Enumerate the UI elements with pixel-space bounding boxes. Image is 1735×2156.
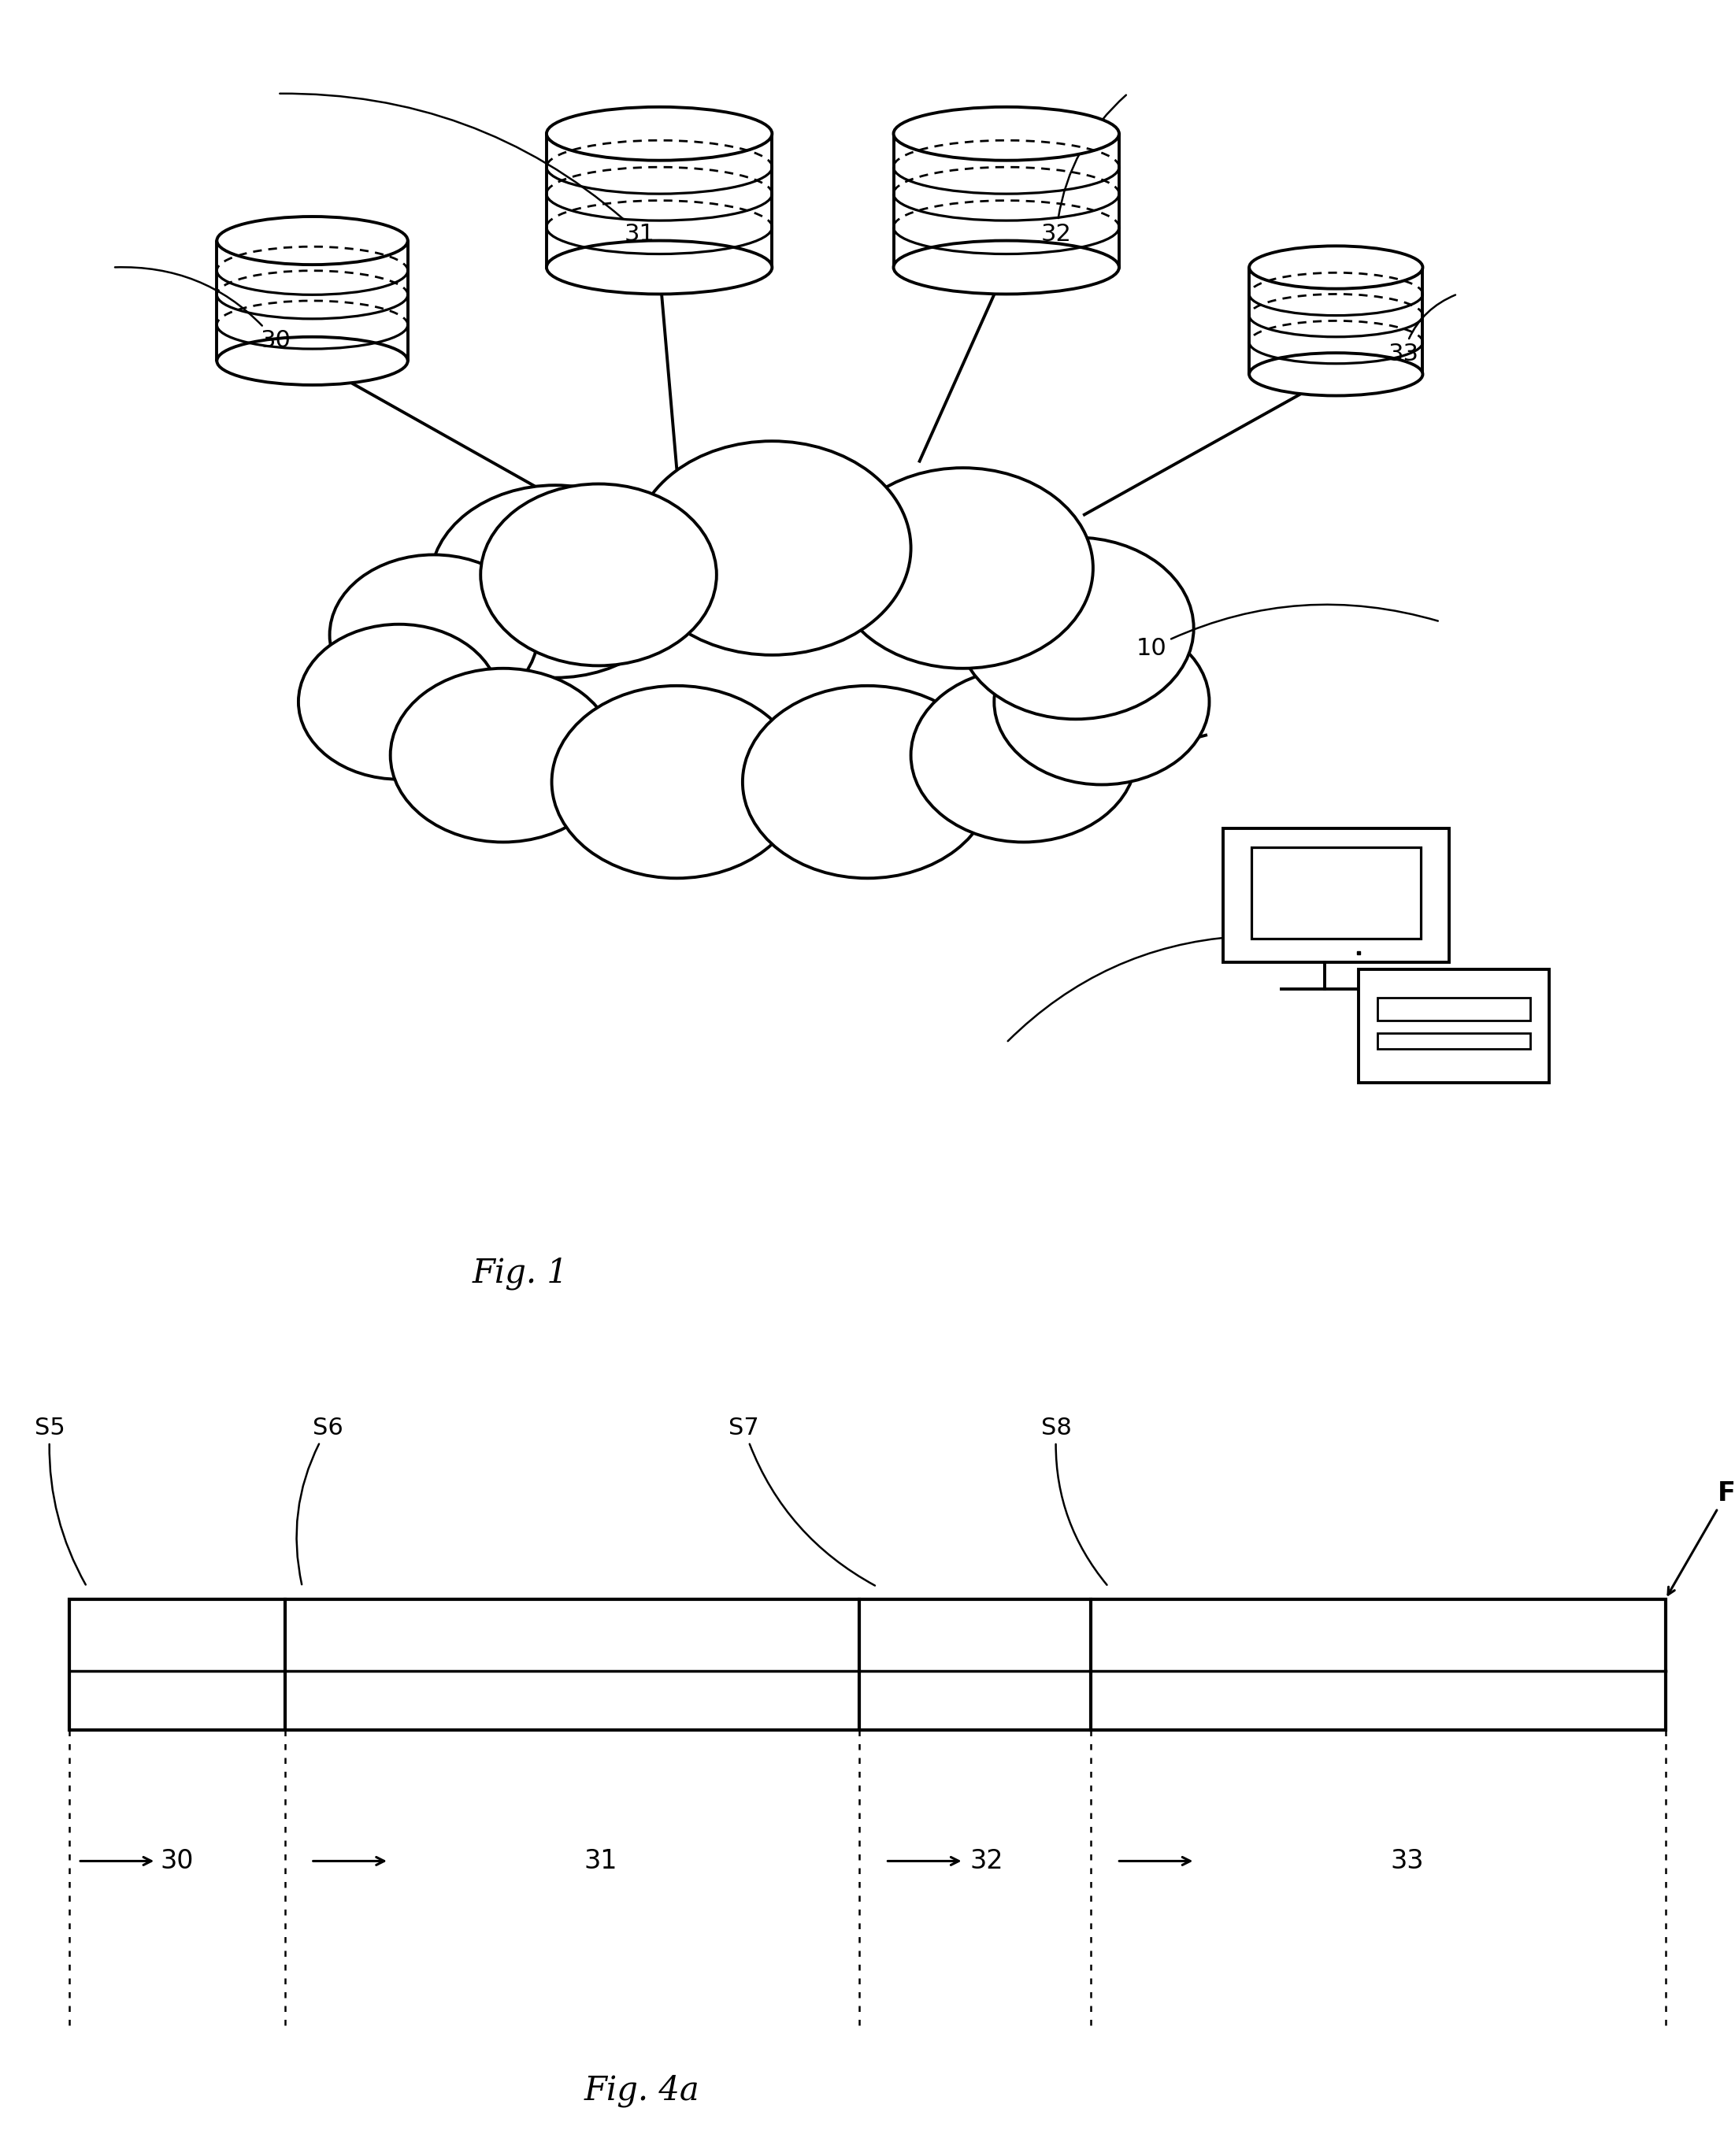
Text: S8: S8: [1041, 1416, 1107, 1585]
Ellipse shape: [894, 108, 1119, 160]
Bar: [69, 1600, 1666, 1729]
Circle shape: [481, 483, 717, 666]
Circle shape: [911, 668, 1136, 843]
Circle shape: [552, 686, 802, 877]
Bar: [1251, 847, 1421, 938]
Ellipse shape: [547, 108, 772, 160]
Text: 30: 30: [115, 267, 291, 351]
Ellipse shape: [547, 241, 772, 293]
Text: 10: 10: [1136, 604, 1438, 660]
Text: F: F: [1667, 1481, 1735, 1595]
Circle shape: [430, 485, 680, 677]
Circle shape: [390, 668, 616, 843]
Bar: [1359, 970, 1549, 1082]
Circle shape: [743, 686, 992, 877]
Text: 20: 20: [1008, 925, 1272, 1041]
Text: S6: S6: [297, 1416, 344, 1585]
Text: S7: S7: [729, 1416, 874, 1585]
Text: 33: 33: [1390, 1848, 1424, 1874]
Text: 31: 31: [585, 1848, 618, 1874]
Circle shape: [994, 619, 1209, 785]
Ellipse shape: [217, 336, 408, 386]
Bar: [1378, 998, 1530, 1020]
Text: S5: S5: [35, 1416, 85, 1585]
Bar: [1378, 1033, 1530, 1048]
Text: 32: 32: [1041, 95, 1126, 246]
Ellipse shape: [1249, 354, 1423, 397]
Ellipse shape: [894, 241, 1119, 293]
Circle shape: [958, 537, 1194, 720]
Text: 33: 33: [1388, 295, 1456, 367]
Text: 31: 31: [279, 93, 656, 246]
Circle shape: [833, 468, 1093, 668]
Text: 30: 30: [160, 1848, 194, 1874]
Text: Fig. 1: Fig. 1: [472, 1257, 569, 1289]
Circle shape: [330, 554, 538, 716]
Text: Fig. 4a: Fig. 4a: [585, 2074, 699, 2106]
Text: 32: 32: [970, 1848, 1003, 1874]
Circle shape: [298, 625, 500, 778]
Bar: [1223, 828, 1449, 962]
Ellipse shape: [217, 216, 408, 265]
Circle shape: [633, 442, 911, 655]
Ellipse shape: [1249, 246, 1423, 289]
